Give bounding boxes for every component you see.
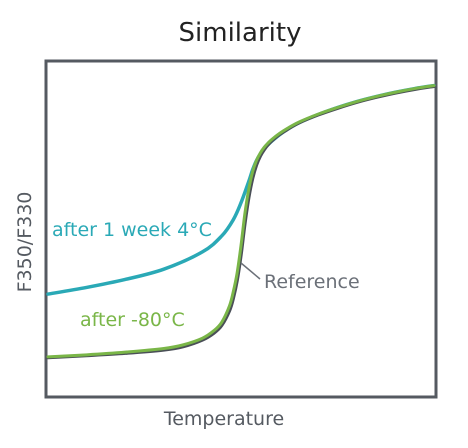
annotation-after-1-week-4c: after 1 week 4°C bbox=[52, 219, 212, 241]
x-axis-label: Temperature bbox=[163, 408, 284, 430]
reference-leader-line bbox=[240, 262, 261, 280]
plot-frame bbox=[44, 59, 438, 399]
chart-title: Similarity bbox=[179, 18, 302, 48]
series-line-after-80c bbox=[46, 84, 436, 359]
annotation-reference: Reference bbox=[264, 271, 360, 293]
series-layer bbox=[46, 83, 436, 360]
annotation-after-minus-80c: after -80°C bbox=[80, 309, 185, 331]
y-axis-label: F350/F330 bbox=[14, 192, 36, 293]
